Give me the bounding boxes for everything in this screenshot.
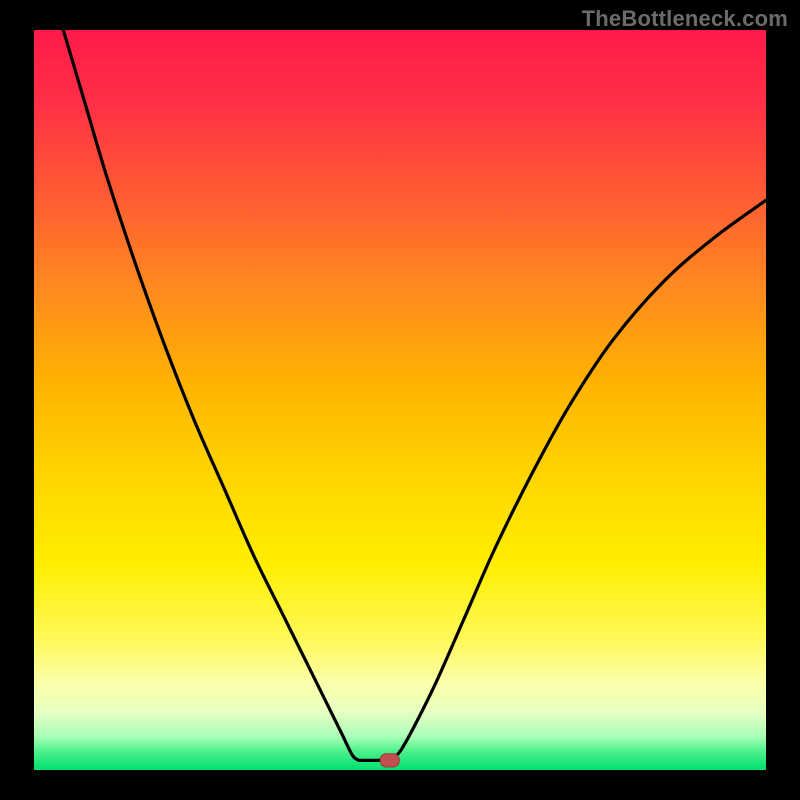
optimal-point-marker <box>380 754 399 767</box>
chart-container: TheBottleneck.com <box>0 0 800 800</box>
plot-background <box>34 30 766 770</box>
bottleneck-chart <box>0 0 800 800</box>
watermark-text: TheBottleneck.com <box>582 6 788 32</box>
